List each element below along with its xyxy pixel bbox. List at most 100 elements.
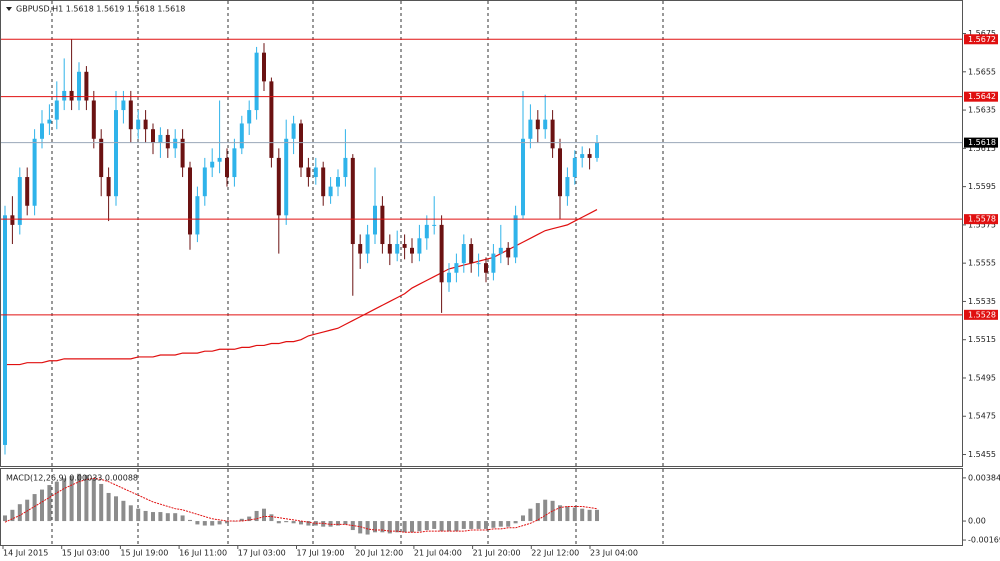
macd-bar	[336, 521, 340, 526]
macd-bar	[565, 506, 570, 522]
macd-bar	[513, 521, 518, 524]
macd-bar	[91, 478, 96, 522]
candle-body	[62, 90, 67, 101]
macd-bar	[424, 521, 429, 531]
macd-bar	[247, 516, 252, 522]
candle-body	[25, 177, 30, 206]
candle-body	[84, 71, 89, 101]
macd-bar	[417, 521, 422, 532]
macd-bar	[343, 521, 348, 525]
candle-body	[106, 177, 111, 197]
candle-body	[143, 119, 148, 130]
macd-bar	[165, 513, 170, 522]
candle-body	[284, 138, 289, 216]
macd-bar	[328, 521, 333, 527]
candle-body	[513, 215, 518, 258]
macd-bar	[550, 500, 555, 522]
candle-body	[506, 247, 511, 258]
macd-bar	[365, 521, 370, 535]
y-tick-label: 0.00384	[968, 473, 1000, 482]
candle-body	[380, 205, 385, 245]
macd-bar	[128, 505, 133, 522]
y-tick-label: 1.5675	[968, 29, 996, 38]
candle-body	[158, 134, 163, 143]
macd-bar	[521, 515, 525, 522]
y-tick-label: 1.5495	[968, 373, 996, 382]
candle-body	[439, 224, 444, 283]
candle-body	[565, 177, 570, 197]
macd-bar	[40, 489, 44, 522]
menu-arrow	[6, 7, 12, 11]
x-tick-label: 21 Jul 20:00	[473, 549, 521, 558]
macd-bar	[269, 514, 274, 522]
candle-body	[343, 157, 348, 178]
x-tick-label: 17 Jul 19:00	[297, 549, 345, 558]
candle-body	[328, 186, 333, 197]
candle-body	[239, 123, 244, 149]
x-tick-label: 15 Jul 19:00	[120, 549, 168, 558]
macd-bar	[572, 507, 577, 522]
level-label: 1.5672	[968, 35, 996, 44]
candle-body	[3, 215, 7, 445]
macd-bar	[32, 494, 37, 522]
candle-body	[247, 110, 252, 124]
candle-body	[173, 138, 178, 149]
candle-body	[543, 119, 548, 130]
macd-bar	[528, 508, 533, 522]
candle-body	[432, 224, 437, 226]
candle-body	[313, 167, 318, 178]
candle-body	[17, 177, 22, 225]
candle-body	[402, 244, 407, 248]
candle-body	[202, 167, 207, 197]
x-tick-label: 17 Jul 03:00	[238, 549, 286, 558]
candle-body	[336, 177, 340, 187]
candle-body	[225, 157, 229, 178]
candle-body	[165, 134, 170, 149]
macd-bar	[447, 521, 451, 532]
candle-body	[10, 215, 15, 225]
level-label: 1.5642	[968, 92, 996, 101]
macd-bar	[498, 521, 503, 527]
candle-body	[454, 263, 459, 273]
level-label-box	[964, 309, 998, 320]
candle-body	[299, 123, 303, 168]
macd-bar	[136, 508, 141, 522]
level-label-box	[964, 91, 998, 102]
candle-body	[498, 247, 503, 254]
macd-bar	[99, 483, 104, 522]
candle-body	[587, 154, 592, 158]
macd-bar	[306, 521, 311, 526]
macd-bar	[535, 503, 540, 522]
macd-bar	[410, 521, 414, 533]
candle-body	[40, 123, 44, 139]
macd-bar	[173, 513, 178, 522]
candle-body	[373, 205, 377, 235]
chart-title: GBPUSD,H1 1.5618 1.5619 1.5618 1.5618	[16, 5, 185, 14]
candle-body	[476, 263, 481, 265]
macd-bar	[106, 492, 111, 522]
candle-body	[365, 234, 370, 254]
candle-body	[276, 157, 281, 216]
candle-body	[535, 119, 540, 130]
macd-bar	[262, 508, 266, 522]
y-tick-label: 1.5655	[968, 67, 996, 76]
macd-bar	[432, 521, 437, 529]
y-tick-label: 1.5515	[968, 335, 996, 344]
candle-body	[595, 142, 599, 158]
candle-body	[77, 71, 81, 101]
candle-body	[521, 138, 525, 216]
candle-body	[424, 224, 429, 239]
macd-bar	[380, 521, 385, 533]
candle-body	[291, 123, 296, 139]
macd-bar	[299, 521, 303, 525]
x-tick-label: 21 Jul 04:00	[414, 549, 462, 558]
candle-body	[262, 52, 266, 82]
y-tick-label: 1.5535	[968, 297, 996, 306]
macd-bar	[210, 521, 215, 526]
macd-bar	[580, 508, 585, 522]
macd-bar	[17, 504, 22, 522]
candle-body	[410, 247, 414, 254]
candle-body	[558, 148, 562, 197]
x-tick-label: 16 Jul 11:00	[179, 549, 227, 558]
